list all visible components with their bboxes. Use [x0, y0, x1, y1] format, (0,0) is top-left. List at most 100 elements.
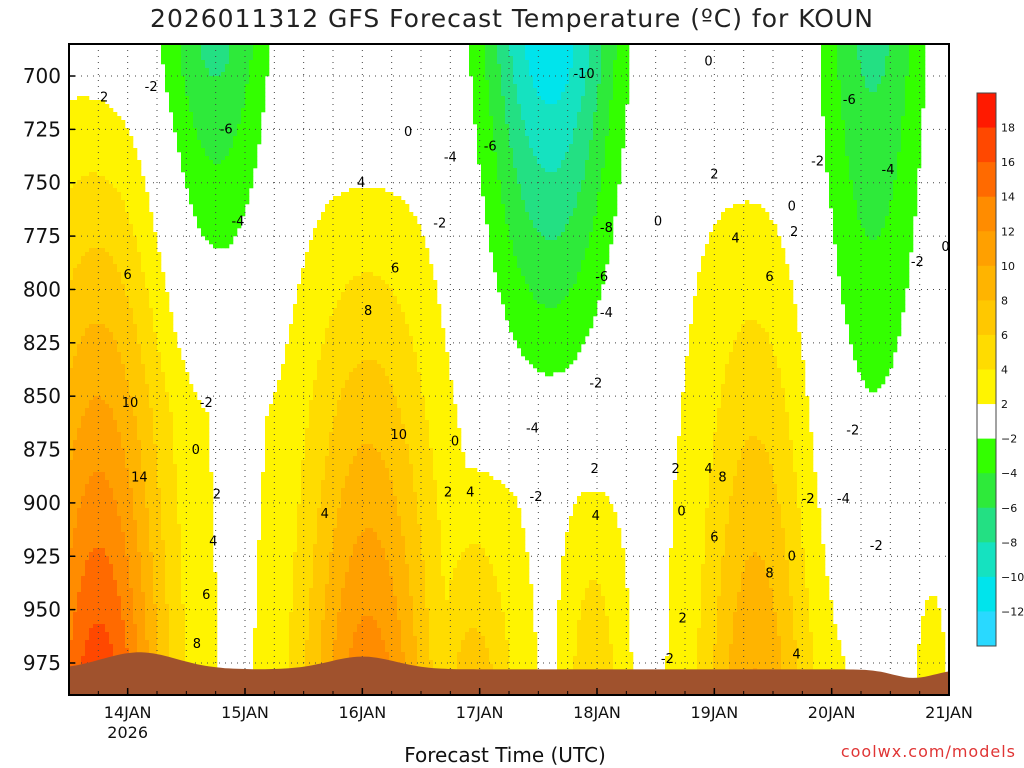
field-cell — [145, 256, 150, 261]
field-cell — [181, 632, 186, 637]
field-cell — [117, 368, 122, 373]
field-cell — [225, 244, 230, 249]
field-cell — [185, 372, 190, 377]
field-cell — [173, 340, 178, 345]
field-cell — [89, 416, 94, 421]
field-cell — [129, 500, 134, 505]
field-cell — [93, 340, 98, 345]
field-cell — [117, 472, 122, 477]
field-cell — [69, 276, 74, 281]
field-cell — [69, 616, 74, 621]
field-cell — [89, 624, 94, 629]
field-cell — [197, 584, 202, 589]
field-cell — [201, 468, 206, 473]
field-cell — [185, 572, 190, 577]
field-cell — [109, 640, 114, 645]
field-cell — [69, 280, 74, 285]
field-cell — [77, 216, 82, 221]
field-cell — [109, 324, 114, 329]
field-cell — [137, 600, 142, 605]
field-cell — [129, 228, 134, 233]
field-cell — [185, 584, 190, 589]
field-cell — [201, 208, 206, 213]
field-cell — [189, 524, 194, 529]
field-cell — [197, 552, 202, 557]
field-cell — [225, 84, 230, 89]
field-cell — [101, 568, 106, 573]
field-cell — [73, 176, 78, 181]
field-cell — [213, 60, 218, 65]
field-cell — [189, 472, 194, 477]
field-cell — [209, 552, 214, 557]
field-cell — [73, 356, 78, 361]
field-cell — [137, 180, 142, 185]
field-cell — [185, 176, 190, 181]
field-cell — [217, 192, 222, 197]
field-cell — [145, 412, 150, 417]
field-cell — [225, 112, 230, 117]
field-cell — [93, 148, 98, 153]
field-cell — [189, 580, 194, 585]
field-cell — [125, 576, 130, 581]
field-cell — [125, 284, 130, 289]
field-cell — [105, 216, 110, 221]
field-cell — [125, 612, 130, 617]
field-cell — [165, 404, 170, 409]
field-cell — [81, 348, 86, 353]
field-cell — [113, 404, 118, 409]
field-cell — [77, 152, 82, 157]
field-cell — [173, 56, 178, 61]
field-cell — [129, 220, 134, 225]
field-cell — [109, 364, 114, 369]
field-cell — [197, 608, 202, 613]
field-cell — [153, 320, 158, 325]
field-cell — [97, 512, 102, 517]
field-cell — [105, 348, 110, 353]
field-cell — [101, 640, 106, 645]
field-cell — [149, 608, 154, 613]
field-cell — [181, 488, 186, 493]
field-cell — [193, 188, 198, 193]
field-cell — [85, 148, 90, 153]
field-cell — [189, 652, 194, 657]
field-cell — [225, 92, 230, 97]
field-cell — [149, 232, 154, 237]
field-cell — [209, 536, 214, 541]
field-cell — [193, 208, 198, 213]
field-cell — [97, 636, 102, 641]
field-cell — [77, 388, 82, 393]
field-cell — [77, 624, 82, 629]
field-cell — [149, 444, 154, 449]
field-cell — [125, 484, 130, 489]
field-cell — [193, 448, 198, 453]
field-cell — [189, 568, 194, 573]
field-cell — [121, 632, 126, 637]
field-cell — [77, 616, 82, 621]
field-cell — [101, 312, 106, 317]
field-cell — [181, 616, 186, 621]
field-cell — [185, 172, 190, 177]
field-cell — [193, 452, 198, 457]
field-cell — [69, 456, 74, 461]
field-cell — [89, 428, 94, 433]
field-cell — [105, 604, 110, 609]
field-cell — [221, 172, 226, 177]
field-cell — [193, 128, 198, 133]
field-cell — [197, 484, 202, 489]
field-cell — [145, 204, 150, 209]
field-cell — [69, 116, 74, 121]
field-cell — [209, 132, 214, 137]
field-cell — [133, 152, 138, 157]
field-cell — [105, 496, 110, 501]
field-cell — [77, 564, 82, 569]
field-cell — [149, 592, 154, 597]
field-cell — [145, 428, 150, 433]
field-cell — [105, 568, 110, 573]
field-cell — [129, 596, 134, 601]
field-cell — [77, 464, 82, 469]
field-cell — [149, 628, 154, 633]
field-cell — [161, 608, 166, 613]
field-cell — [189, 428, 194, 433]
field-cell — [109, 612, 114, 617]
field-cell — [133, 508, 138, 513]
